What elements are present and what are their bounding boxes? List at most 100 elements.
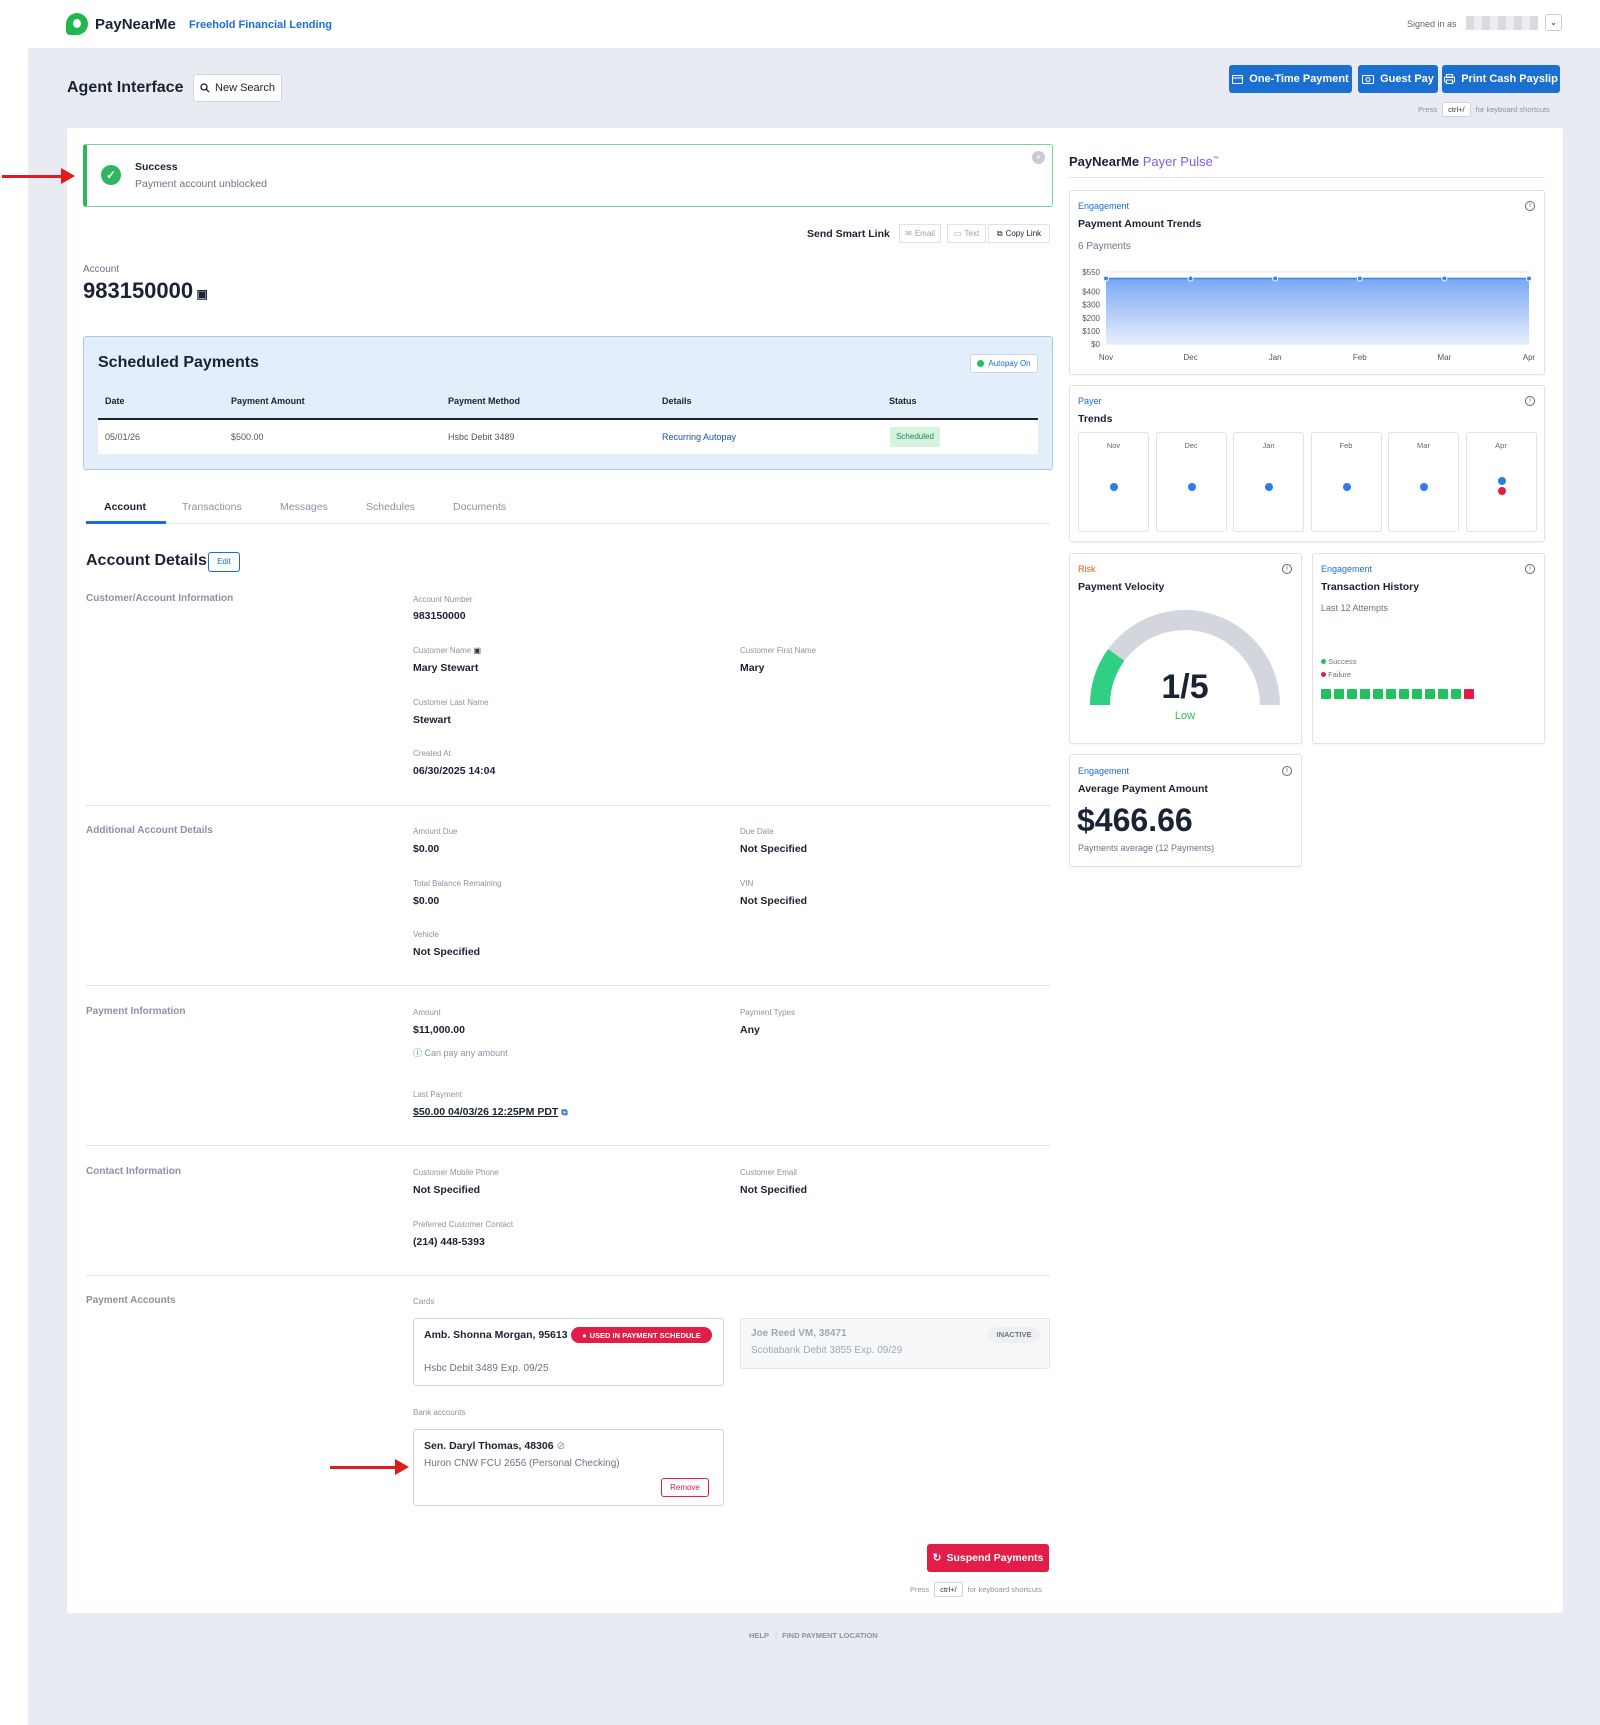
last-name-label: Customer Last Name bbox=[413, 698, 489, 707]
group-additional: Additional Account Details bbox=[86, 825, 213, 836]
one-time-payment-label: One-Time Payment bbox=[1249, 73, 1349, 85]
info-icon[interactable]: i bbox=[1282, 564, 1292, 574]
month-label: Dec bbox=[1184, 441, 1198, 450]
tab-divider bbox=[86, 523, 1050, 524]
clipboard-icon[interactable]: ▣ bbox=[473, 646, 482, 655]
success-dot-icon bbox=[1321, 659, 1326, 664]
history-tag: Engagement bbox=[1321, 564, 1373, 574]
signed-in-user bbox=[1466, 16, 1538, 30]
data-point[interactable] bbox=[1187, 275, 1194, 282]
due-date-value: Not Specified bbox=[740, 843, 808, 855]
guest-pay-label: Guest Pay bbox=[1380, 73, 1434, 85]
clipboard-icon[interactable]: ▣ bbox=[193, 287, 208, 301]
tab-schedules[interactable]: Schedules bbox=[366, 501, 416, 513]
payment-velocity-card bbox=[1069, 553, 1302, 744]
average-payment-card bbox=[1069, 754, 1302, 867]
data-point[interactable] bbox=[1526, 275, 1532, 282]
footer-separator: | bbox=[775, 1631, 778, 1640]
tab-documents[interactable]: Documents bbox=[453, 501, 507, 513]
printer-icon bbox=[1444, 74, 1456, 84]
footer-help-link[interactable]: HELP bbox=[749, 1631, 770, 1640]
payment-dot bbox=[1497, 477, 1506, 485]
data-point[interactable] bbox=[1103, 275, 1109, 282]
print-cash-payslip-button[interactable]: Print Cash Payslip bbox=[1442, 65, 1560, 93]
info-icon[interactable]: i bbox=[1282, 766, 1292, 776]
month-label: Apr bbox=[1495, 441, 1507, 450]
pulse-brand: PayNearMe bbox=[1069, 154, 1140, 169]
info-icon[interactable]: i bbox=[1525, 201, 1535, 211]
created-at-label: Created At bbox=[413, 749, 451, 758]
data-point[interactable] bbox=[1441, 275, 1448, 282]
attempt-success bbox=[1334, 689, 1344, 699]
info-icon[interactable]: i bbox=[1525, 396, 1535, 406]
print-cash-payslip-label: Print Cash Payslip bbox=[1461, 73, 1558, 85]
risk-tag: Risk bbox=[1078, 564, 1096, 574]
account-number-value: 983150000 bbox=[413, 610, 466, 622]
close-icon[interactable]: × bbox=[1032, 151, 1045, 164]
brand-name: PayNearMe bbox=[95, 15, 176, 33]
copy-link-button[interactable]: ⧉ Copy Link bbox=[988, 224, 1050, 243]
month-label: Nov bbox=[1106, 441, 1121, 450]
check-circle-icon: ✓ bbox=[101, 165, 121, 185]
month-column: Mar bbox=[1388, 432, 1459, 532]
divider bbox=[86, 805, 1050, 806]
payment-types-value: Any bbox=[740, 1024, 760, 1036]
mobile-label: Customer Mobile Phone bbox=[413, 1168, 499, 1177]
history-title: Transaction History bbox=[1321, 581, 1420, 593]
last-payment-link[interactable]: $50.00 04/03/26 12:25PM PDT ⧉ bbox=[413, 1106, 568, 1118]
month-label: Feb bbox=[1339, 441, 1353, 450]
edit-button[interactable]: Edit bbox=[208, 552, 240, 572]
vehicle-label: Vehicle bbox=[413, 930, 439, 939]
external-link-icon[interactable]: ⧉ bbox=[561, 1107, 568, 1117]
tab-transactions[interactable]: Transactions bbox=[182, 501, 242, 513]
data-point[interactable] bbox=[1272, 275, 1279, 282]
month-column: Apr bbox=[1465, 432, 1537, 532]
amount-value: $11,000.00 bbox=[413, 1024, 465, 1036]
account-number-value: 983150000 bbox=[83, 278, 194, 303]
payment-types-label: Payment Types bbox=[740, 1008, 795, 1017]
y-tick-label: $400 bbox=[1082, 288, 1100, 297]
month-column: Feb bbox=[1310, 432, 1382, 532]
average-note: Payments average (12 Payments) bbox=[1078, 843, 1215, 853]
vin-value: Not Specified bbox=[740, 895, 808, 907]
suspend-payments-button[interactable]: ↻ Suspend Payments bbox=[927, 1544, 1049, 1572]
failure-dot bbox=[1497, 487, 1506, 495]
attempt-success bbox=[1438, 689, 1448, 699]
autopay-label: Autopay On bbox=[988, 359, 1031, 368]
new-search-button[interactable]: New Search bbox=[193, 74, 282, 102]
amount-label: Amount bbox=[413, 1008, 441, 1017]
user-menu-chevron-down-icon[interactable]: ⌄ bbox=[1545, 14, 1562, 31]
attempt-success bbox=[1399, 689, 1409, 699]
info-icon[interactable]: i bbox=[1525, 564, 1535, 574]
row-method: Hsbc Debit 3489 bbox=[448, 432, 515, 442]
smart-link-text-button[interactable]: ▭ Text bbox=[947, 224, 986, 243]
row-amount: $500.00 bbox=[231, 432, 264, 442]
velocity-value: 1/5 bbox=[1161, 668, 1209, 706]
card-item-inactive[interactable] bbox=[740, 1318, 1050, 1369]
row-details-link[interactable]: Recurring Autopay bbox=[662, 432, 737, 442]
remove-button[interactable]: Remove bbox=[661, 1478, 709, 1497]
success-alert bbox=[83, 144, 1053, 207]
history-subtitle: Last 12 Attempts bbox=[1321, 603, 1389, 613]
last-payment-value[interactable]: $50.00 04/03/26 12:25PM PDT bbox=[413, 1106, 559, 1118]
bank-accounts-label: Bank accounts bbox=[413, 1408, 466, 1417]
group-payment: Payment Information bbox=[86, 1006, 186, 1017]
one-time-payment-button[interactable]: One-Time Payment bbox=[1229, 65, 1352, 93]
month-column: Nov bbox=[1078, 432, 1149, 532]
smart-link-email-button[interactable]: ✉ Email bbox=[899, 224, 941, 243]
col-payment-method: Payment Method bbox=[448, 396, 521, 406]
row-date: 05/01/26 bbox=[105, 432, 141, 442]
footer-find-location-link[interactable]: FIND PAYMENT LOCATION bbox=[782, 1631, 878, 1640]
brand-logo[interactable]: PayNearMe bbox=[66, 13, 176, 35]
scheduled-table-header bbox=[98, 390, 1038, 418]
pulse-divider bbox=[1069, 177, 1545, 178]
tab-messages[interactable]: Messages bbox=[280, 501, 328, 513]
month-label: Mar bbox=[1417, 441, 1430, 450]
amount-note: ⓘ Can pay any amount bbox=[413, 1046, 508, 1059]
month-label: Jan bbox=[1262, 441, 1275, 450]
search-icon bbox=[200, 83, 210, 93]
attempt-success bbox=[1373, 689, 1383, 699]
tab-account[interactable]: Account bbox=[104, 501, 146, 513]
data-point[interactable] bbox=[1356, 275, 1363, 282]
guest-pay-button[interactable]: Guest Pay bbox=[1358, 65, 1438, 93]
